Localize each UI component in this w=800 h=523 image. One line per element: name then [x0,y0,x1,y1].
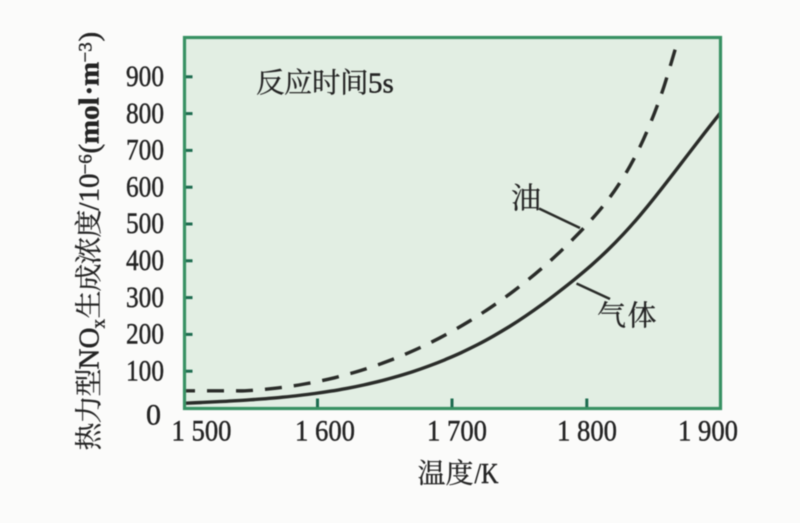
svg-text:−6: −6 [76,154,97,174]
svg-text:800: 800 [126,97,164,130]
svg-text:500: 500 [126,207,164,240]
svg-text:100: 100 [126,354,164,387]
svg-text:5s: 5s [368,68,394,100]
svg-text:1 800: 1 800 [557,415,617,448]
svg-text:): ) [74,32,106,42]
svg-text:1 600: 1 600 [295,415,355,448]
svg-text:·: · [74,86,106,96]
svg-text:300: 300 [126,281,164,314]
svg-text:900: 900 [126,60,164,93]
svg-text:mol: mol [74,97,106,144]
svg-text:NO: NO [74,328,106,370]
svg-text:−3: −3 [76,42,97,62]
svg-text:1 700: 1 700 [427,415,487,448]
svg-text:600: 600 [126,170,164,203]
svg-text:x: x [89,319,110,329]
svg-text:m: m [74,62,106,86]
svg-text:1 500: 1 500 [172,415,232,448]
svg-text:/K: /K [475,459,499,490]
svg-text:(: ( [74,144,106,154]
svg-text:1 900: 1 900 [678,415,738,448]
svg-text:0: 0 [146,399,161,432]
svg-text:400: 400 [126,244,164,277]
svg-text:200: 200 [126,318,164,351]
svg-text:/10: /10 [74,173,106,210]
svg-text:700: 700 [126,134,164,167]
